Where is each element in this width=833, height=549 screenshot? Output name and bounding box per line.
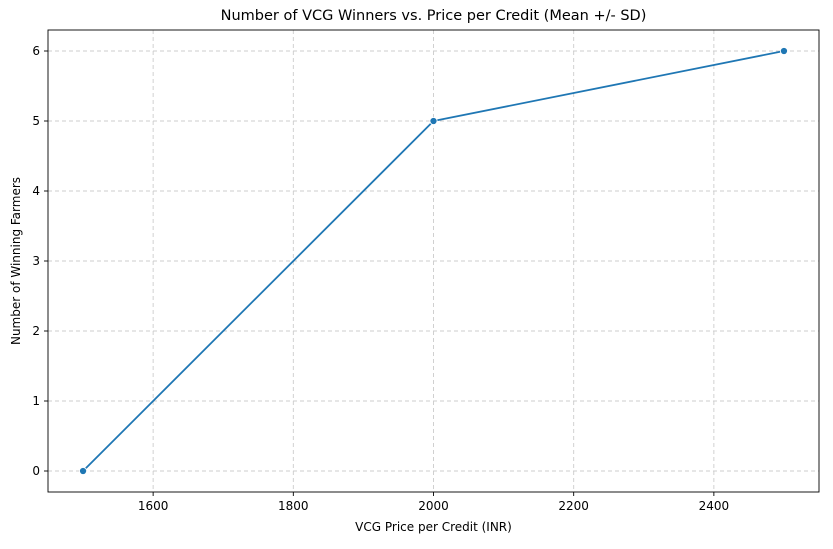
data-point (779, 46, 789, 56)
y-tick-label: 5 (32, 114, 40, 128)
plot-frame (47, 29, 820, 493)
data-point (429, 116, 438, 126)
y-tick-label: 6 (32, 44, 40, 58)
y-tick-label: 0 (32, 464, 40, 478)
x-axis-label: VCG Price per Credit (INR) (355, 520, 512, 534)
x-tick-label: 2000 (418, 499, 449, 513)
grid (48, 30, 819, 492)
axis-ticks: 1600 1800 2000 2200 2400 0 1 2 3 4 5 6 (32, 44, 729, 513)
y-tick-label: 3 (32, 254, 40, 268)
y-tick-label: 2 (32, 324, 40, 338)
x-tick-label: 1600 (138, 499, 169, 513)
x-tick-label: 2400 (699, 499, 730, 513)
y-tick-label: 4 (32, 184, 40, 198)
data-point (78, 466, 88, 476)
x-tick-label: 2200 (558, 499, 589, 513)
y-tick-label: 1 (32, 394, 40, 408)
y-axis-label: Number of Winning Farmers (9, 177, 23, 345)
x-tick-label: 1800 (278, 499, 309, 513)
chart-title: Number of VCG Winners vs. Price per Cred… (221, 8, 647, 24)
series (78, 46, 789, 476)
